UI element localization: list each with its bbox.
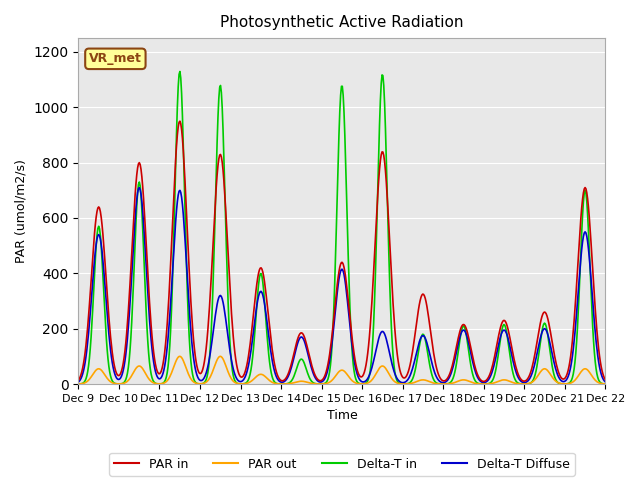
Y-axis label: PAR (umol/m2/s): PAR (umol/m2/s) — [15, 159, 28, 263]
Legend: PAR in, PAR out, Delta-T in, Delta-T Diffuse: PAR in, PAR out, Delta-T in, Delta-T Dif… — [109, 453, 575, 476]
Title: Photosynthetic Active Radiation: Photosynthetic Active Radiation — [220, 15, 463, 30]
Text: VR_met: VR_met — [89, 52, 142, 65]
X-axis label: Time: Time — [326, 409, 357, 422]
